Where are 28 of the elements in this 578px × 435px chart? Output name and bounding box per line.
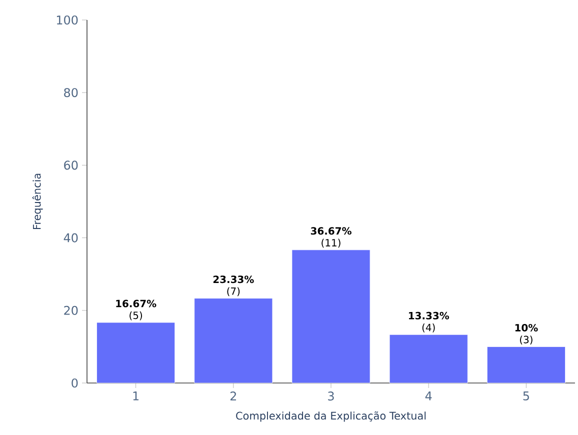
bar <box>389 334 468 384</box>
annotation: (5) <box>130 311 142 320</box>
annotation: (4) <box>422 324 435 332</box>
data-label: 10% <box>515 324 538 332</box>
bar <box>486 346 566 384</box>
annotation: (3) <box>520 336 532 344</box>
y-axis-title: Frequência <box>32 174 43 230</box>
x-axis-title: Complexidade da Explicação Textual <box>236 411 426 422</box>
data-label: 36.67% <box>310 227 352 235</box>
x-tick-label: 1 <box>133 392 138 400</box>
bar <box>96 322 176 384</box>
y-tick-label: 80 <box>64 88 78 98</box>
y-tick-label: 40 <box>64 233 78 242</box>
y-tick-label: 20 <box>64 306 78 315</box>
y-tick-label: 100 <box>56 15 78 25</box>
bar <box>292 250 370 384</box>
annotation: (7) <box>227 287 240 296</box>
x-tick-label: 4 <box>425 392 432 400</box>
data-label: 16.67% <box>116 300 156 308</box>
y-tick-label: 0 <box>72 378 78 388</box>
x-tick-label: 2 <box>230 392 236 400</box>
y-tick-label: 60 <box>64 160 78 170</box>
annotation: (11) <box>322 238 340 248</box>
bar <box>194 298 273 384</box>
data-label: 23.33% <box>213 276 254 284</box>
x-tick-label: 5 <box>523 392 529 400</box>
x-tick-label: 3 <box>328 392 334 401</box>
data-label: 13.33% <box>408 312 450 320</box>
